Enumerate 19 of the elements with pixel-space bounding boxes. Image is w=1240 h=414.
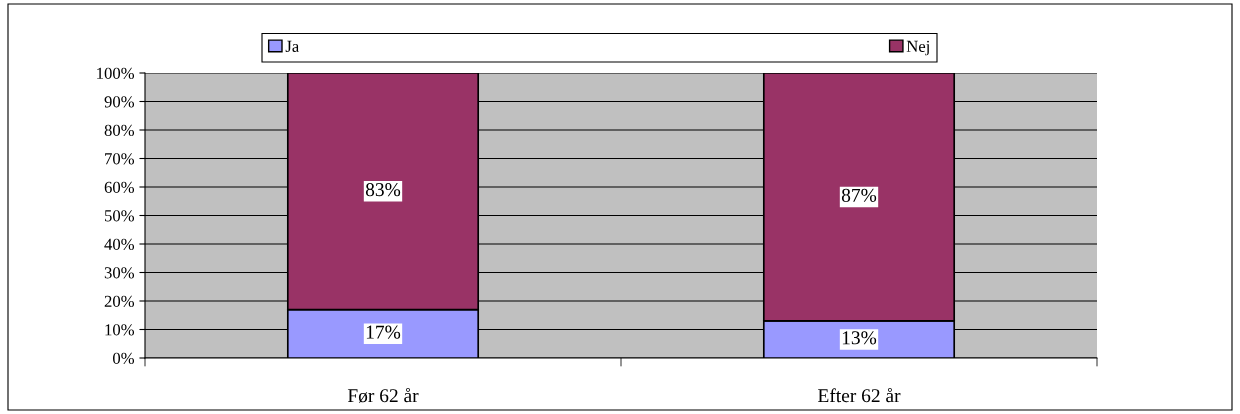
legend-label: Ja xyxy=(285,40,299,52)
y-tick-label: 100% xyxy=(97,67,135,79)
text: 83% xyxy=(365,183,401,197)
x-tick-label: Efter 62 år xyxy=(817,387,901,403)
legend-label: Nej xyxy=(906,40,929,56)
x-tick-label: Før 62 år xyxy=(347,387,419,403)
y-tick-label: 20% xyxy=(104,295,135,307)
text: 87% xyxy=(841,188,877,202)
text: 13% xyxy=(842,331,877,345)
y-tick-label: 80% xyxy=(104,124,135,136)
y-tick-label: 10% xyxy=(105,324,135,336)
y-tick-label: 30% xyxy=(104,267,135,279)
y-tick-label: 50% xyxy=(105,210,135,222)
y-tick-label: 90% xyxy=(104,96,135,108)
y-tick-label: 0% xyxy=(113,352,135,364)
y-tick-label: 70% xyxy=(105,153,135,165)
y-tick-label: 40% xyxy=(104,238,135,250)
y-tick-label: 60% xyxy=(104,181,135,193)
text: 17% xyxy=(366,325,401,339)
